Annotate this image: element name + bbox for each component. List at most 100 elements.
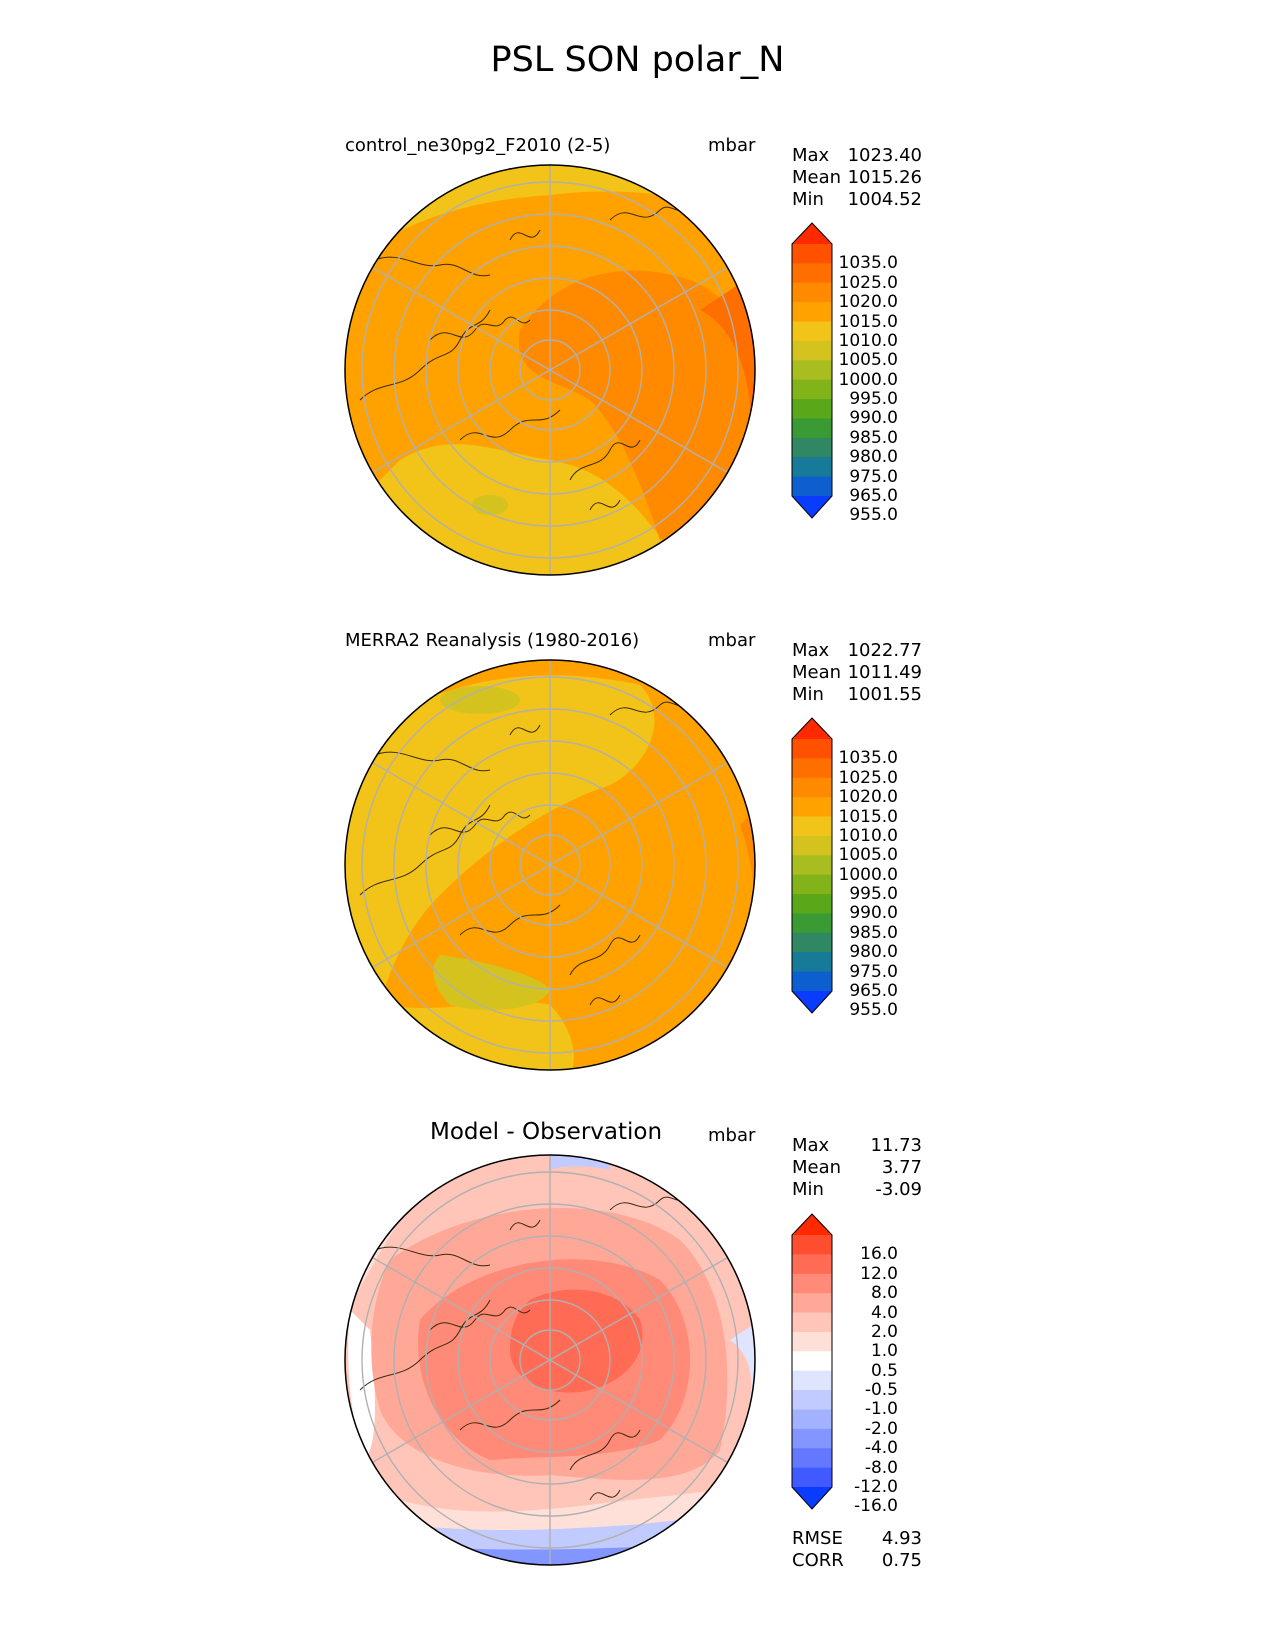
mean-value: 1011.49 (847, 662, 922, 683)
colorbar-band (792, 457, 832, 478)
colorbar-tick-label: 975.0 (849, 961, 898, 982)
polar-map-diff (344, 1154, 756, 1566)
colorbar-band (792, 244, 832, 264)
colorbar-band (792, 263, 832, 284)
colorbar-tick-label: 995.0 (849, 389, 898, 410)
colorbar-tick-label: 1015.0 (838, 806, 898, 827)
colorbar-tick-label: 990.0 (849, 408, 898, 429)
mean-label: Mean (792, 167, 842, 188)
mean-label: Mean (792, 662, 842, 683)
colorbar-band (792, 321, 832, 342)
colorbar-tick-label: -0.5 (864, 1380, 898, 1401)
panel-title: MERRA2 Reanalysis (1980-2016) (345, 630, 640, 651)
rmse-value: 4.93 (881, 1528, 922, 1549)
units-label: mbar (708, 1125, 756, 1146)
colorbar-tick-label: 975.0 (849, 466, 898, 487)
colorbar-band (792, 952, 832, 973)
colorbar-band (792, 874, 832, 895)
colorbar-tick-label: 995.0 (849, 884, 898, 905)
colorbar-band (792, 418, 832, 439)
units-label: mbar (708, 630, 756, 651)
colorbar-tick-label: 955.0 (849, 1000, 898, 1021)
colorbar-band (792, 1293, 832, 1314)
colorbar-band (792, 913, 832, 934)
colorbar-tick-label: 16.0 (860, 1244, 898, 1265)
colorbar-band (792, 1448, 832, 1469)
max-label: Max (792, 145, 830, 166)
stats-box: Max 1022.77 Mean 1011.49 Min 1001.55 (792, 640, 922, 706)
colorbar-tick-label: 980.0 (849, 942, 898, 963)
colorbar-tick-label: 8.0 (870, 1283, 898, 1304)
colorbar-band (792, 1273, 832, 1294)
colorbar-tick-label: -2.0 (864, 1418, 898, 1439)
colorbar-obs (791, 717, 833, 1014)
colorbar-tick-label: -4.0 (864, 1438, 898, 1459)
colorbar-band (792, 739, 832, 759)
colorbar-band (792, 1331, 832, 1352)
panel-model: control_ne30pg2_F2010 (2-5) mbar Max 1023… (0, 135, 1275, 605)
panel-obs: MERRA2 Reanalysis (1980-2016) mbar Max 10… (0, 630, 1275, 1100)
colorbar-tick-label: 955.0 (849, 505, 898, 526)
units-label: mbar (708, 135, 756, 156)
rmse-corr-box: RMSE 4.93 CORR 0.75 (792, 1528, 922, 1572)
colorbar-band (792, 437, 832, 458)
colorbar-extension-bottom (792, 496, 832, 518)
colorbar-band (792, 855, 832, 876)
colorbar-model (791, 222, 833, 519)
mean-value: 3.77 (881, 1157, 922, 1178)
colorbar-outline (791, 717, 833, 1014)
colorbar-band (792, 777, 832, 798)
colorbar-band (792, 971, 832, 992)
polar-map-model (344, 164, 756, 576)
colorbar-extension-bottom (792, 1487, 832, 1509)
colorbar-tick-label: 1020.0 (838, 292, 898, 313)
colorbar-tick-label: -8.0 (864, 1457, 898, 1478)
colorbar-tick-label: 985.0 (849, 922, 898, 943)
colorbar-extension-top (792, 718, 832, 739)
panel-title: control_ne30pg2_F2010 (2-5) (345, 135, 611, 156)
colorbar-tick-label: 965.0 (849, 486, 898, 506)
panel-diff: Model - Observation mbar Max 11.73 Mean 3.… (0, 1119, 1275, 1595)
max-label: Max (792, 1135, 830, 1156)
stats-box: Max 1023.40 Mean 1015.26 Min 1004.52 (792, 145, 922, 211)
min-label: Min (792, 1179, 824, 1200)
colorbar-tick-label: 1035.0 (838, 748, 898, 769)
colorbar-band (792, 399, 832, 419)
colorbar-band (792, 1351, 832, 1372)
colorbar-band (792, 1254, 832, 1275)
max-value: 11.73 (870, 1135, 922, 1156)
mean-label: Mean (792, 1157, 842, 1178)
colorbar-band (792, 1370, 832, 1391)
colorbar-band (792, 816, 832, 837)
colorbar-band (792, 1235, 832, 1255)
max-label: Max (792, 640, 830, 661)
colorbar-band (792, 1467, 832, 1488)
colorbar-band (792, 1312, 832, 1333)
rmse-label: RMSE (792, 1528, 843, 1549)
colorbar-extension-top (792, 223, 832, 244)
colorbar-band (792, 1409, 832, 1430)
colorbar-tick-label: 12.0 (860, 1263, 898, 1284)
max-value: 1023.40 (847, 145, 922, 166)
colorbar-tick-label: -16.0 (854, 1496, 898, 1517)
colorbar-outline (791, 222, 833, 519)
colorbar-band (792, 360, 832, 381)
colorbar-tick-label: 1020.0 (838, 787, 898, 808)
colorbar-band (792, 340, 832, 361)
min-label: Min (792, 189, 824, 210)
colorbar-band (792, 282, 832, 303)
colorbar-band (792, 1390, 832, 1410)
min-value: 1004.52 (847, 189, 922, 210)
colorbar-tick-label: 980.0 (849, 447, 898, 468)
colorbar-band (792, 932, 832, 953)
stats-box: Max 11.73 Mean 3.77 Min -3.09 (792, 1135, 922, 1201)
corr-value: 0.75 (881, 1550, 922, 1571)
colorbar-band (792, 302, 832, 323)
colorbar-tick-label: 1005.0 (838, 845, 898, 866)
colorbar-tick-label: 1035.0 (838, 253, 898, 274)
colorbar-tick-label: 1025.0 (838, 767, 898, 788)
colorbar-tick-label: 965.0 (849, 981, 898, 1001)
colorbar-band (792, 835, 832, 856)
colorbar-tick-label: -1.0 (864, 1399, 898, 1420)
min-value: -3.09 (875, 1179, 922, 1200)
